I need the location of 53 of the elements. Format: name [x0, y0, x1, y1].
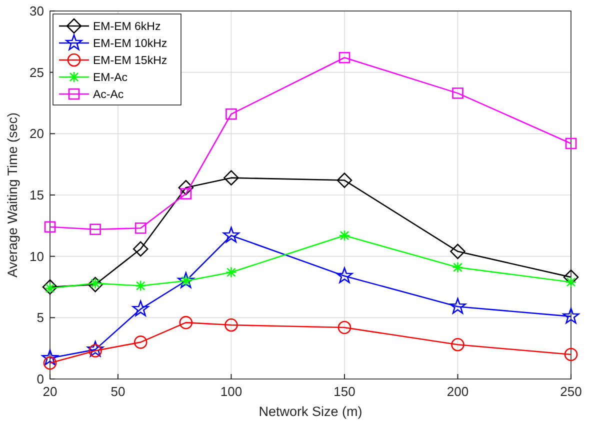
- point: [226, 266, 237, 278]
- point: [132, 241, 148, 257]
- point: [450, 244, 466, 260]
- point: [226, 108, 237, 120]
- x-tick-label: 150: [334, 384, 356, 399]
- point: [44, 221, 56, 233]
- point: [134, 222, 146, 234]
- point: [336, 172, 352, 188]
- point: [336, 267, 353, 284]
- point: [562, 308, 580, 324]
- point: [449, 298, 466, 314]
- point: [338, 230, 350, 242]
- point: [134, 336, 148, 349]
- point: [338, 320, 352, 334]
- point: [451, 338, 464, 352]
- point: [565, 138, 577, 150]
- x-tick-label: 50: [110, 384, 126, 399]
- y-tick-label: 25: [30, 64, 44, 80]
- point: [134, 280, 146, 292]
- legend-label: EM-EM 10kHz: [93, 38, 168, 50]
- y-tick-label: 15: [30, 188, 44, 202]
- point: [42, 349, 58, 366]
- x-tick-label: 200: [446, 384, 469, 399]
- point: [88, 276, 103, 292]
- point: [224, 170, 239, 186]
- point: [178, 272, 194, 288]
- point: [224, 318, 238, 332]
- legend-label: EM-EM 6kHz: [93, 21, 161, 33]
- legend-label: Ac-Ac: [93, 89, 124, 101]
- point: [338, 52, 350, 64]
- y-tick-label: 0: [36, 372, 44, 386]
- y-tick-label: 5: [36, 310, 44, 326]
- point: [452, 262, 464, 274]
- point: [178, 180, 194, 196]
- point: [180, 188, 192, 200]
- point: [564, 348, 578, 362]
- legend-label: EM-EM 15kHz: [93, 55, 168, 67]
- point: [87, 340, 104, 357]
- x-axis-title: Network Size (m): [258, 404, 362, 419]
- point: [452, 88, 464, 99]
- x-tick-label: 100: [220, 384, 242, 399]
- y-tick-label: 20: [30, 126, 44, 142]
- point: [132, 300, 149, 316]
- point: [42, 279, 58, 295]
- x-tick-label: 250: [560, 384, 582, 399]
- y-axis-title: Average Waiting Time (sec): [5, 112, 20, 278]
- legend-label: EM-Ac: [93, 72, 128, 84]
- y-tick-label: 30: [30, 4, 44, 18]
- point: [563, 270, 579, 285]
- point: [222, 226, 240, 243]
- y-tick-label: 10: [30, 248, 44, 264]
- point: [90, 224, 101, 235]
- point: [179, 316, 193, 330]
